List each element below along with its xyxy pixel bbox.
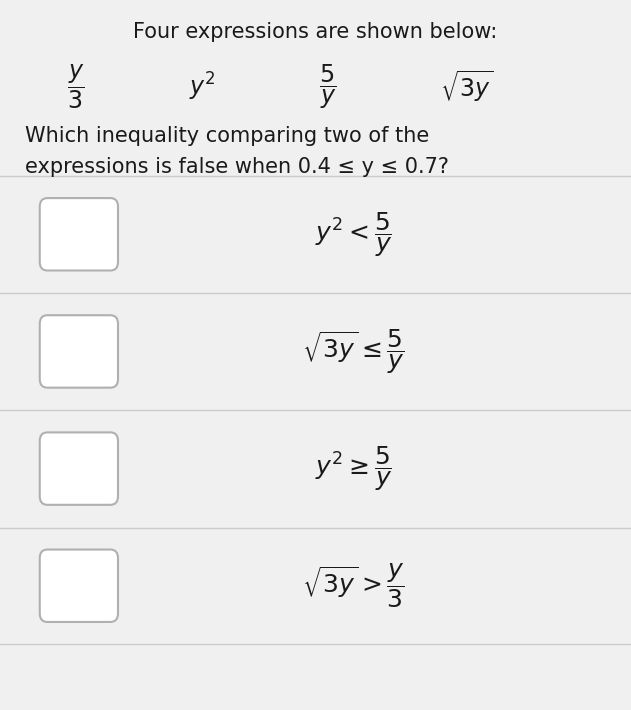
Text: Four expressions are shown below:: Four expressions are shown below: — [133, 22, 498, 42]
Text: $y^2 \geq \dfrac{5}{y}$: $y^2 \geq \dfrac{5}{y}$ — [315, 444, 392, 493]
FancyBboxPatch shape — [40, 432, 118, 505]
Text: $\dfrac{5}{y}$: $\dfrac{5}{y}$ — [319, 62, 337, 111]
Text: expressions is false when 0.4 ≤ y ≤ 0.7?: expressions is false when 0.4 ≤ y ≤ 0.7? — [25, 157, 449, 177]
FancyBboxPatch shape — [40, 315, 118, 388]
FancyBboxPatch shape — [40, 198, 118, 271]
Text: Which inequality comparing two of the: Which inequality comparing two of the — [25, 126, 430, 146]
Text: $y^2 < \dfrac{5}{y}$: $y^2 < \dfrac{5}{y}$ — [315, 210, 392, 258]
Text: $\sqrt{3y} \leq \dfrac{5}{y}$: $\sqrt{3y} \leq \dfrac{5}{y}$ — [302, 327, 405, 376]
Text: $\dfrac{y}{3}$: $\dfrac{y}{3}$ — [67, 62, 85, 111]
Text: $\sqrt{3y}$: $\sqrt{3y}$ — [440, 69, 493, 104]
Text: $\sqrt{3y} > \dfrac{y}{3}$: $\sqrt{3y} > \dfrac{y}{3}$ — [302, 562, 405, 610]
Text: $y^2$: $y^2$ — [189, 70, 215, 103]
FancyBboxPatch shape — [40, 550, 118, 622]
